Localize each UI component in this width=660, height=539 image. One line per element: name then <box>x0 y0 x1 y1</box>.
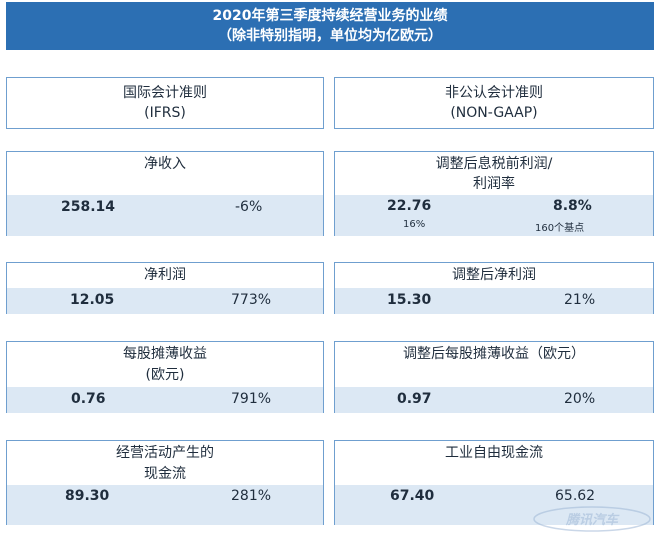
op-cash-flow-title-line2: 现金流 <box>144 466 186 482</box>
watermark-text: 腾讯汽车 <box>565 512 620 528</box>
industrial-fcf-value: 67.40 <box>390 488 435 504</box>
adj-ebit-band <box>335 195 653 236</box>
net-revenue-title: 净收入 <box>144 156 186 172</box>
adj-net-profit-title: 调整后净利润 <box>452 267 536 283</box>
industrial-fcf-change: 65.62 <box>555 488 596 504</box>
adj-ebit-value: 22.76 <box>387 198 432 214</box>
net-profit-change: 773% <box>231 292 272 308</box>
adj-net-profit-band <box>335 288 653 314</box>
adj-ebit-margin: 8.8% <box>553 198 592 214</box>
eps-value: 0.76 <box>71 391 106 407</box>
eps-change: 791% <box>231 391 272 407</box>
report-header: 2020年第三季度持续经营业务的业绩 （除非特别指明，单位均为亿欧元） <box>6 2 654 50</box>
net-profit-band <box>7 288 323 314</box>
adj-ebit-title-line2: 利润率 <box>473 176 515 192</box>
adj-ebit-margin-sub: 160个基点 <box>535 223 585 234</box>
adj-eps-value: 0.97 <box>397 391 432 407</box>
ifrs-title: 国际会计准则 <box>123 85 207 101</box>
adj-ebit-value-sub: 16% <box>403 219 426 230</box>
op-cash-flow-band <box>7 485 323 525</box>
non-gaap-title: 非公认会计准则 <box>445 85 543 101</box>
industrial-fcf-title: 工业自由现金流 <box>445 445 543 461</box>
non-gaap-subtitle: (NON-GAAP) <box>450 105 538 121</box>
watermark-logo: 腾讯汽车 <box>533 506 651 532</box>
adj-eps-card: 调整后每股摊薄收益（欧元） 0.97 20% <box>334 341 654 413</box>
op-cash-flow-value: 89.30 <box>65 488 110 504</box>
eps-band <box>7 387 323 413</box>
eps-card: 每股摊薄收益 (欧元) 0.76 791% <box>6 341 324 413</box>
net-revenue-card: 净收入 258.14 -6% <box>6 151 324 236</box>
op-cash-flow-card: 经营活动产生的 现金流 89.30 281% <box>6 440 324 525</box>
ifrs-card: 国际会计准则 (IFRS) <box>6 77 324 129</box>
watermark-ring <box>533 506 651 532</box>
adj-eps-title: 调整后每股摊薄收益（欧元） <box>403 346 585 362</box>
net-revenue-value: 258.14 <box>61 199 116 215</box>
net-profit-title: 净利润 <box>144 267 186 283</box>
non-gaap-card: 非公认会计准则 (NON-GAAP) <box>334 77 654 129</box>
ifrs-subtitle: (IFRS) <box>144 105 186 121</box>
header-title: 2020年第三季度持续经营业务的业绩 <box>212 8 448 24</box>
adj-eps-band <box>335 387 653 413</box>
net-profit-value: 12.05 <box>70 292 115 308</box>
net-revenue-band <box>7 195 323 236</box>
net-profit-card: 净利润 12.05 773% <box>6 262 324 314</box>
eps-title-line1: 每股摊薄收益 <box>123 346 207 362</box>
adj-net-profit-value: 15.30 <box>387 292 432 308</box>
eps-title-line2: (欧元) <box>145 367 185 383</box>
adj-ebit-title-line1: 调整后息税前利润/ <box>435 156 553 172</box>
adj-eps-change: 20% <box>564 391 596 407</box>
industrial-fcf-band <box>335 485 653 525</box>
industrial-fcf-card: 工业自由现金流 67.40 65.62 <box>334 440 654 525</box>
adj-net-profit-change: 21% <box>564 292 596 308</box>
op-cash-flow-title-line1: 经营活动产生的 <box>116 445 214 461</box>
net-revenue-change: -6% <box>235 199 263 215</box>
header-subtitle: （除非特别指明，单位均为亿欧元） <box>218 28 442 44</box>
adj-net-profit-card: 调整后净利润 15.30 21% <box>334 262 654 314</box>
adj-ebit-card: 调整后息税前利润/ 利润率 22.76 16% 8.8% 160个基点 <box>334 151 654 236</box>
op-cash-flow-change: 281% <box>231 488 272 504</box>
